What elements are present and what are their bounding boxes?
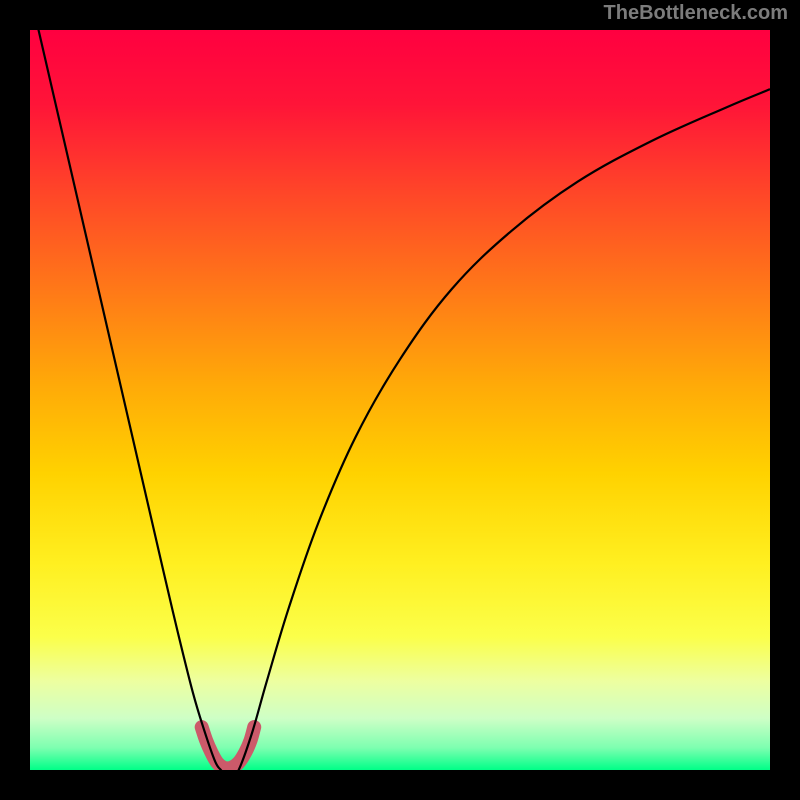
curve-layer [30, 30, 770, 770]
watermark-text: TheBottleneck.com [604, 2, 788, 25]
plot-area [30, 30, 770, 770]
chart-frame: TheBottleneck.com [0, 0, 800, 800]
bottleneck-curve [30, 30, 770, 770]
